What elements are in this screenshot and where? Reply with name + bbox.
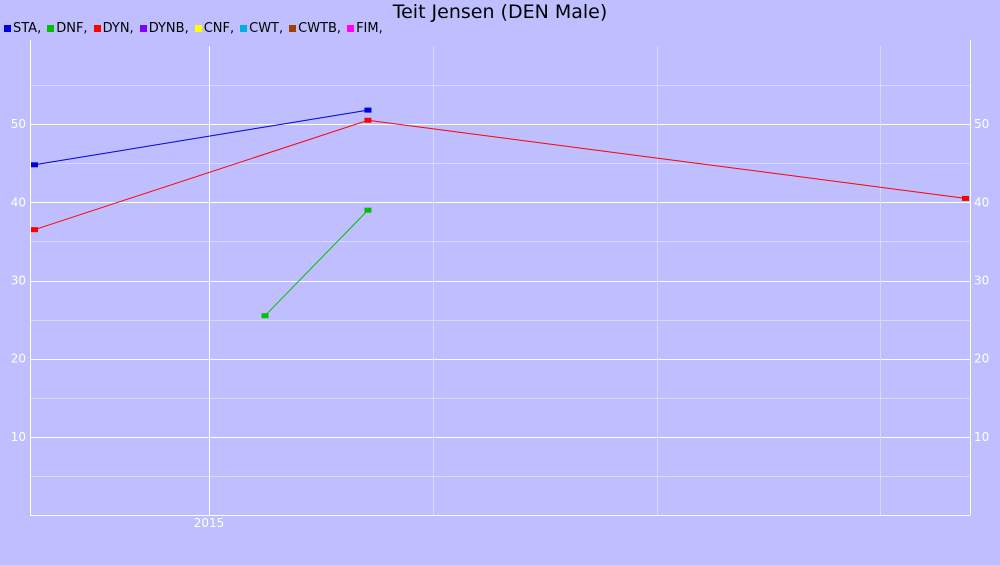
y-tick-label-left: 50 xyxy=(11,117,26,131)
legend-swatch xyxy=(4,24,11,32)
data-point-dyn xyxy=(364,117,372,123)
data-point-sta xyxy=(30,162,38,168)
y-tick-label-left: 20 xyxy=(11,352,26,366)
y-tick-label-right: 10 xyxy=(974,430,989,444)
legend: STA, DNF, DYN, DYNB, CNF, CWT, CWTB, FIM, xyxy=(4,20,389,36)
legend-item: CWTB, xyxy=(289,21,341,36)
legend-item: DYN, xyxy=(93,20,134,36)
legend-label: CNF, xyxy=(203,20,235,36)
legend-item: STA, xyxy=(4,21,41,36)
legend-swatch xyxy=(194,24,202,32)
series-line-dyn xyxy=(34,119,966,231)
legend-item: DNF, xyxy=(47,20,88,36)
legend-item: DYNB, xyxy=(139,20,189,36)
legend-swatch xyxy=(47,24,55,32)
data-point-sta xyxy=(364,107,372,113)
series-line-dnf xyxy=(264,209,369,317)
y-tick-label-left: 10 xyxy=(11,430,26,444)
data-point-dnf xyxy=(364,207,372,213)
y-tick-label-right: 30 xyxy=(974,274,989,288)
chart-title: Teit Jensen (DEN Male) xyxy=(392,1,608,23)
legend-label: FIM, xyxy=(356,20,383,36)
legend-label: STA, xyxy=(13,20,42,36)
legend-item: FIM, xyxy=(347,21,383,36)
legend-label: CWT, xyxy=(249,20,284,36)
legend-swatch xyxy=(347,24,355,32)
y-tick-label-right: 20 xyxy=(974,352,989,366)
legend-swatch xyxy=(139,24,147,32)
y-tick-label-left: 40 xyxy=(11,195,26,209)
y-tick-label-left: 30 xyxy=(11,274,26,288)
y-tick-label-right: 40 xyxy=(974,195,989,209)
y-tick-label-right: 50 xyxy=(974,117,989,131)
legend-label: DYN, xyxy=(102,20,134,36)
data-point-dyn xyxy=(962,195,970,201)
legend-item: CNF, xyxy=(194,20,235,36)
x-tick-label: 2015 xyxy=(194,516,225,530)
data-point-dyn xyxy=(30,227,38,233)
legend-swatch xyxy=(289,24,297,32)
legend-swatch xyxy=(240,24,248,32)
legend-item: CWT, xyxy=(240,21,283,36)
legend-label: DNF, xyxy=(56,20,88,36)
legend-label: CWTB, xyxy=(298,20,342,36)
legend-swatch xyxy=(93,24,101,32)
series-line-sta xyxy=(34,109,369,166)
data-point-dnf xyxy=(261,313,269,319)
legend-label: DYNB, xyxy=(148,20,189,36)
